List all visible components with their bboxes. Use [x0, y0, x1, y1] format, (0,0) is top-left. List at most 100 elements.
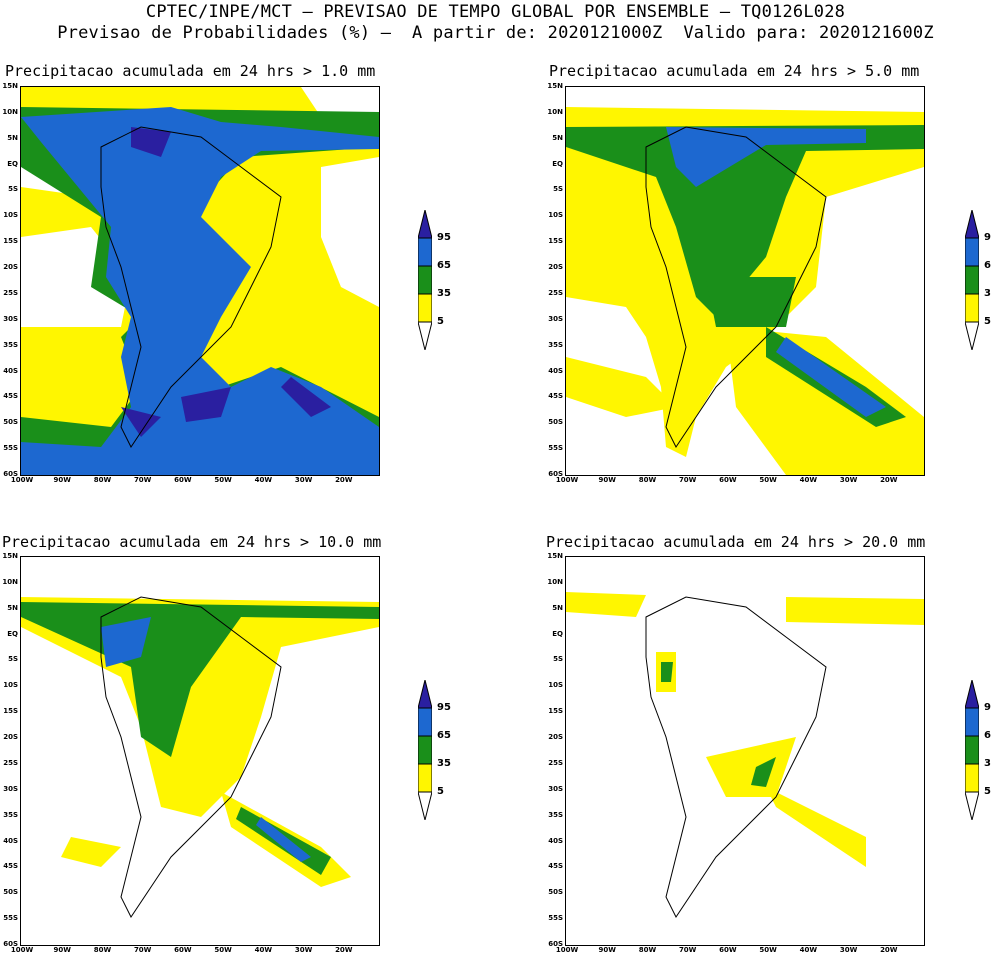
colorbar-label-95: 95 — [437, 232, 451, 243]
probability-map-4 — [566, 592, 924, 918]
colorbar-label-5: 5 — [437, 786, 444, 797]
lat-tick-label: 5N — [7, 603, 18, 612]
lat-tick-label: 35S — [3, 810, 18, 819]
colorbar-label-5: 5 — [437, 316, 444, 327]
lat-tick-label: 20S — [548, 263, 563, 272]
colorbar-label-65: 65 — [437, 730, 451, 741]
lat-tick-label: 55S — [3, 914, 18, 923]
lon-tick-label: 100W — [10, 946, 34, 954]
colorbar-label-95: 95 — [984, 232, 991, 243]
colorbar-3: 95 65 35 5 — [418, 680, 451, 820]
lon-tick-label: 60W — [719, 476, 737, 484]
lat-tick-label: 30S — [548, 784, 563, 793]
lat-tick-label: 30S — [3, 314, 18, 323]
lat-tick-label: 15N — [547, 552, 563, 560]
lat-tick-label: 10N — [2, 577, 18, 586]
lat-tick-label: 5N — [552, 603, 563, 612]
lat-tick-label: 55S — [548, 914, 563, 923]
lat-tick-label: 35S — [548, 810, 563, 819]
lat-tick-label: 40S — [3, 836, 18, 845]
colorbar-label-65: 65 — [437, 260, 451, 271]
lat-tick-label: 15N — [2, 552, 18, 560]
lat-tick-label: 30S — [3, 784, 18, 793]
lat-tick-label: 30S — [548, 314, 563, 323]
lon-tick-label: 70W — [133, 476, 152, 484]
lat-tick-label: 15N — [547, 82, 563, 90]
lon-tick-label: 90W — [53, 476, 71, 484]
lon-tick-label: 30W — [294, 476, 313, 484]
lat-tick-label: 40S — [548, 366, 563, 375]
lon-tick-label: 50W — [759, 476, 777, 484]
lat-tick-label: 50S — [548, 418, 563, 427]
lat-tick-label: 5S — [8, 655, 18, 664]
lat-tick-label: 5S — [8, 185, 18, 194]
lon-tick-label: 40W — [254, 476, 273, 484]
lat-tick-label: 45S — [3, 392, 18, 401]
lat-tick-label: 15S — [548, 237, 563, 246]
colorbar-label-5: 5 — [984, 316, 991, 327]
lat-tick-label: 35S — [3, 340, 18, 349]
lat-tick-label: 35S — [548, 340, 563, 349]
lat-tick-label: 25S — [548, 288, 563, 297]
lon-tick-label: 90W — [598, 476, 616, 484]
lat-tick-label: 60S — [548, 940, 563, 948]
panel-title-4: Precipitacao acumulada em 24 hrs > 20.0 … — [546, 533, 926, 551]
panel-title-1: Precipitacao acumulada em 24 hrs > 1.0 m… — [5, 62, 376, 80]
colorbar-label-95: 95 — [984, 702, 991, 713]
lon-tick-label: 40W — [254, 946, 273, 954]
lat-tick-label: 10S — [3, 681, 18, 690]
lat-tick-label: EQ — [7, 159, 18, 168]
lat-tick-label: 20S — [3, 733, 18, 742]
lat-tick-label: 25S — [3, 288, 18, 297]
colorbar-4: 95 65 35 5 — [965, 680, 991, 820]
lat-tick-label: 50S — [3, 888, 18, 897]
lat-tick-label: 25S — [548, 758, 563, 767]
lon-tick-label: 60W — [174, 946, 192, 954]
lon-tick-label: 20W — [880, 946, 898, 954]
lon-tick-label: 100W — [10, 476, 34, 484]
colorbar-label-95: 95 — [437, 702, 451, 713]
lon-tick-label: 100W — [555, 946, 579, 954]
lat-tick-label: 50S — [548, 888, 563, 897]
probability-map-1 — [21, 87, 379, 475]
lon-tick-label: 40W — [799, 946, 818, 954]
lat-tick-label: 15S — [3, 707, 18, 716]
lat-tick-label: 55S — [3, 444, 18, 453]
lat-tick-label: 5N — [7, 133, 18, 142]
lon-tick-label: 30W — [839, 946, 858, 954]
lat-tick-label: 40S — [548, 836, 563, 845]
map-panel-2 — [565, 86, 925, 476]
lat-tick-label: 45S — [3, 862, 18, 871]
lon-tick-label: 50W — [759, 946, 777, 954]
probability-map-2 — [566, 107, 924, 475]
lon-tick-label: 80W — [93, 476, 112, 484]
lon-tick-label: 20W — [335, 476, 353, 484]
lat-tick-label: 5S — [553, 185, 563, 194]
colorbar-label-65: 65 — [984, 260, 991, 271]
colorbar-label-5: 5 — [984, 786, 991, 797]
lon-tick-label: 70W — [133, 946, 152, 954]
lat-tick-label: 25S — [3, 758, 18, 767]
lat-tick-label: EQ — [552, 629, 563, 638]
lat-tick-label: 45S — [548, 392, 563, 401]
lat-tick-label: 20S — [548, 733, 563, 742]
lat-tick-label: 15S — [548, 707, 563, 716]
lat-tick-label: 45S — [548, 862, 563, 871]
lon-tick-label: 50W — [214, 946, 232, 954]
lat-tick-label: 5S — [553, 655, 563, 664]
colorbar-label-35: 35 — [984, 758, 991, 769]
lat-tick-label: EQ — [7, 629, 18, 638]
lon-tick-label: 20W — [335, 946, 353, 954]
lon-tick-label: 80W — [93, 946, 112, 954]
lon-tick-label: 90W — [598, 946, 616, 954]
lat-tick-label: 5N — [552, 133, 563, 142]
colorbar-label-35: 35 — [984, 288, 991, 299]
header-line-2: Previsao de Probabilidades (%) — A parti… — [57, 23, 934, 43]
lon-tick-label: 60W — [719, 946, 737, 954]
lat-tick-label: 15N — [2, 82, 18, 90]
lon-tick-label: 70W — [678, 476, 697, 484]
probability-map-3 — [21, 596, 379, 918]
lat-tick-label: 10N — [547, 107, 563, 116]
lat-tick-label: 60S — [548, 470, 563, 478]
lon-tick-label: 30W — [839, 476, 858, 484]
